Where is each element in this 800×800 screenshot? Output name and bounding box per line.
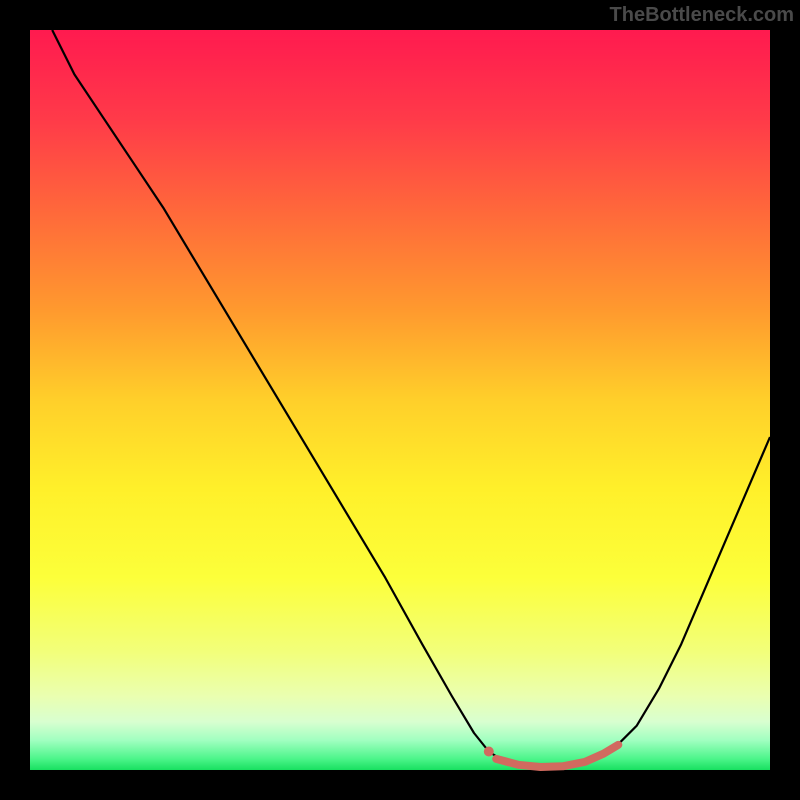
attribution-label: TheBottleneck.com: [610, 4, 794, 27]
chart-plot-area: [30, 30, 770, 770]
bottleneck-chart: [0, 0, 800, 800]
highlight-dot: [484, 747, 494, 757]
